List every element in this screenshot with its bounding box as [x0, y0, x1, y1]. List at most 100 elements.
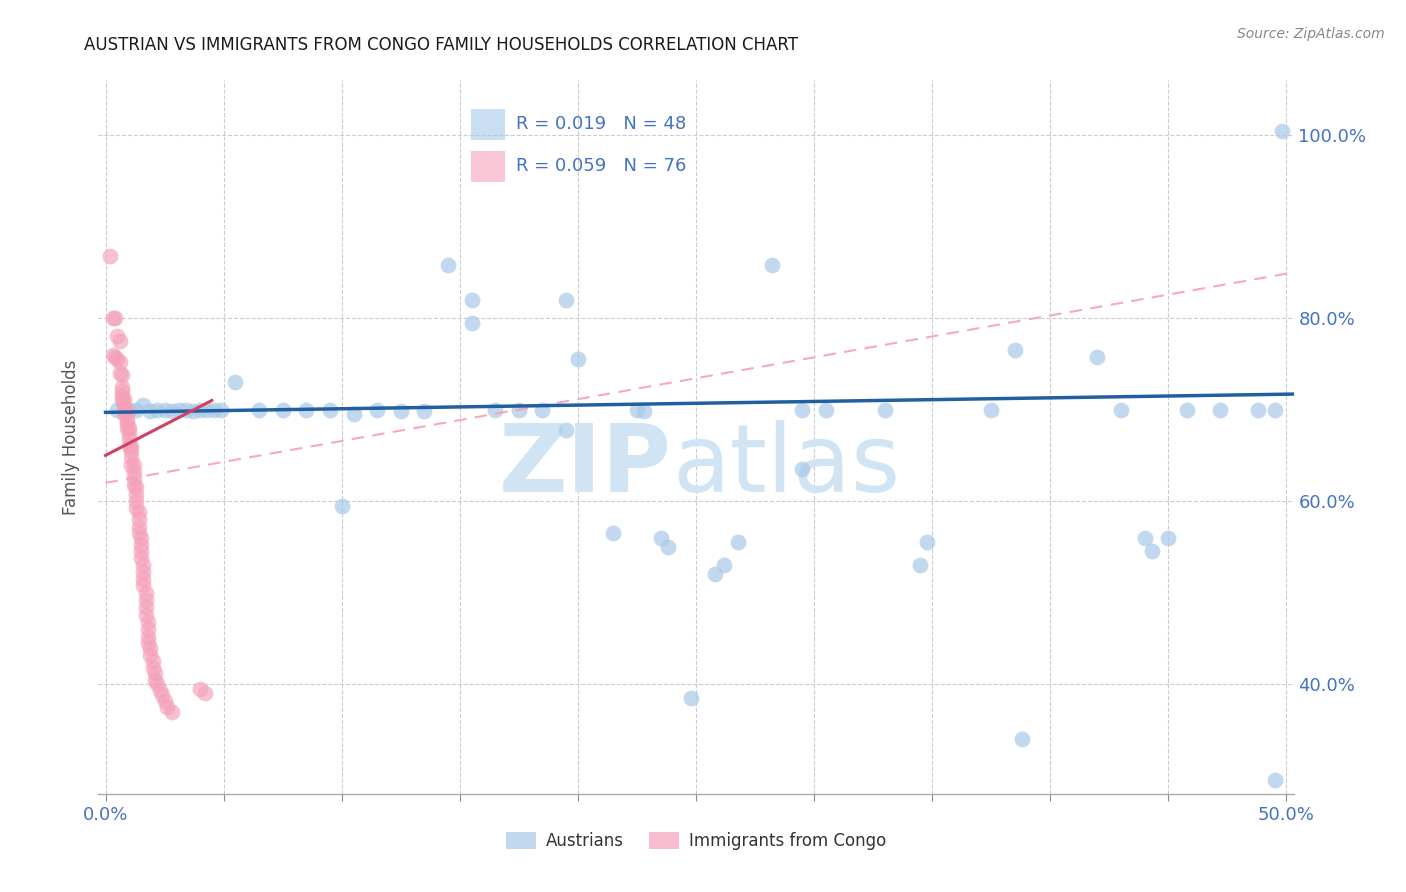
Point [917, 535, 939, 549]
Point [125, 501, 148, 516]
Point [1004, 343, 1026, 358]
Point [135, 607, 157, 622]
Point [111, 389, 134, 403]
Point [121, 458, 143, 472]
Point [681, 690, 703, 705]
Point [1011, 731, 1033, 746]
Point [910, 558, 932, 573]
Point [105, 352, 128, 367]
Point [118, 421, 141, 435]
Point [153, 402, 176, 417]
Point [104, 311, 127, 326]
Point [101, 348, 124, 362]
Point [484, 402, 506, 417]
Point [1247, 402, 1270, 417]
Point [153, 693, 176, 707]
Point [125, 494, 148, 508]
Point [132, 578, 155, 592]
Point [271, 402, 294, 417]
Point [115, 411, 138, 425]
Point [1271, 123, 1294, 137]
Point [142, 654, 165, 668]
Point [129, 550, 152, 565]
Point [650, 531, 672, 545]
Point [136, 622, 159, 636]
Point [108, 366, 131, 380]
Point [98, 249, 121, 263]
Point [156, 700, 179, 714]
Point [112, 407, 135, 421]
Point [139, 404, 162, 418]
Point [814, 402, 837, 417]
Point [1157, 531, 1180, 545]
Point [105, 402, 128, 417]
Point [150, 688, 173, 702]
Point [703, 567, 725, 582]
Point [188, 402, 211, 417]
Point [792, 402, 814, 417]
Point [125, 480, 148, 494]
Point [657, 540, 679, 554]
Text: ZIP: ZIP [499, 419, 672, 512]
Point [128, 526, 150, 541]
Point [247, 402, 270, 417]
Point [139, 640, 162, 655]
Point [135, 593, 157, 607]
Legend: Austrians, Immigrants from Congo: Austrians, Immigrants from Congo [499, 825, 893, 857]
Text: atlas: atlas [672, 419, 900, 512]
Point [555, 423, 578, 437]
Point [980, 402, 1002, 417]
Point [125, 487, 148, 501]
Point [873, 402, 896, 417]
Point [121, 450, 143, 465]
Point [111, 368, 134, 382]
Point [174, 402, 197, 417]
Point [224, 375, 246, 389]
Y-axis label: Family Households: Family Households [62, 359, 80, 515]
Point [602, 526, 624, 541]
Point [136, 636, 159, 650]
Point [132, 566, 155, 580]
Point [128, 505, 150, 519]
Point [112, 392, 135, 406]
Point [104, 350, 127, 364]
Point [118, 432, 141, 446]
Point [111, 384, 134, 399]
Point [727, 535, 749, 549]
Point [633, 404, 655, 418]
Point [132, 558, 155, 573]
Point [139, 648, 162, 662]
Point [128, 520, 150, 534]
Point [181, 404, 204, 418]
Point [125, 402, 148, 417]
Point [413, 404, 436, 418]
Point [1109, 402, 1132, 417]
Point [792, 462, 814, 476]
Point [761, 258, 783, 272]
Point [118, 402, 141, 417]
Point [460, 293, 482, 307]
Point [1264, 402, 1286, 417]
Point [122, 477, 145, 491]
Text: AUSTRIAN VS IMMIGRANTS FROM CONGO FAMILY HOUSEHOLDS CORRELATION CHART: AUSTRIAN VS IMMIGRANTS FROM CONGO FAMILY… [84, 36, 799, 54]
Point [122, 471, 145, 485]
Point [1087, 350, 1109, 364]
Point [202, 402, 225, 417]
Point [319, 402, 342, 417]
Point [195, 402, 218, 417]
Point [626, 402, 648, 417]
Point [194, 686, 217, 700]
Point [128, 512, 150, 526]
Point [342, 407, 364, 421]
Text: Source: ZipAtlas.com: Source: ZipAtlas.com [1237, 27, 1385, 41]
Point [121, 443, 143, 458]
Point [209, 402, 232, 417]
Point [129, 538, 152, 552]
Point [108, 355, 131, 369]
Point [115, 417, 138, 431]
Point [135, 600, 157, 615]
Point [713, 558, 735, 573]
Point [121, 439, 143, 453]
Point [330, 499, 353, 513]
Point [389, 404, 412, 418]
